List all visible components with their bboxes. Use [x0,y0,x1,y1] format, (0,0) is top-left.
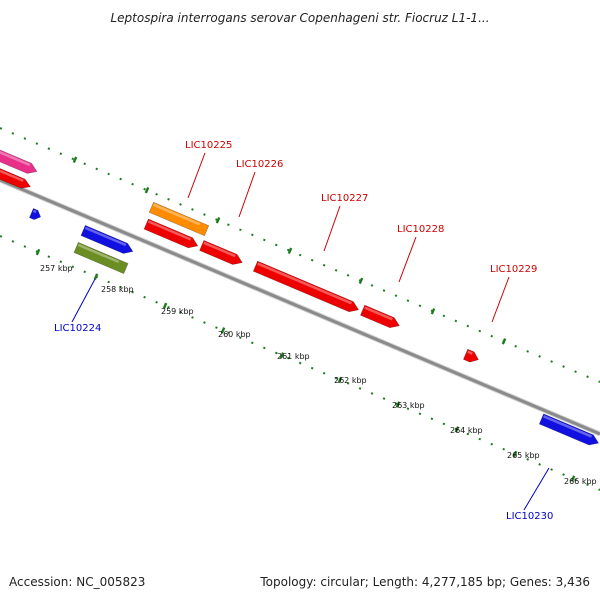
gene-feature[interactable] [80,225,135,256]
gene-feature[interactable] [252,260,360,315]
gene-feature[interactable] [199,239,245,267]
gene-label[interactable]: LIC10225 [185,140,232,151]
tick-label: 258 kbp [101,285,134,294]
label-leader-line [323,205,341,252]
gene-feature[interactable] [538,413,600,448]
major-tick-inner [337,376,343,384]
major-tick-inner [162,302,168,310]
gene-label[interactable]: LIC10230 [506,511,553,522]
gene-feature[interactable] [0,145,39,176]
gene-label[interactable]: LIC10224 [54,323,101,334]
gene-feature[interactable] [29,208,42,221]
tick-label: 261 kbp [277,352,310,361]
gene-feature[interactable] [463,348,480,365]
major-tick-inner [93,273,99,280]
gene-feature[interactable] [360,304,401,331]
backbone [0,178,600,436]
label-leader-line [187,152,206,199]
gene-feature[interactable] [148,201,210,237]
major-tick-inner [279,352,285,359]
tick-label: 265 kbp [507,451,540,460]
gene-feature[interactable] [73,242,129,274]
major-tick-inner [512,450,518,458]
gene-label[interactable]: LIC10227 [321,193,368,204]
gene-label[interactable]: LIC10226 [236,159,283,170]
accession-text: Accession: NC_005823 [9,575,145,589]
genome-summary: Topology: circular; Length: 4,277,185 bp… [259,575,590,589]
major-tick-outer [72,156,78,163]
gene-labels: LIC10225 LIC10226 LIC10227 LIC10228 LIC10229… [54,140,553,522]
tick-label: 266 kbp [564,477,597,486]
inner-tick-ring [0,235,600,491]
gene-feature[interactable] [0,166,32,192]
label-leaders [71,152,550,511]
label-leader-line [71,278,96,323]
major-tick-outer [430,308,436,315]
inner-major-ticks [35,248,576,482]
label-leader-line [398,236,417,283]
label-leader-line [491,276,510,323]
tick-labels: 257 kbp 258 kbp 259 kbp 260 kbp 261 kbp 262 k… [40,264,597,486]
tick-label: 264 kbp [450,426,483,435]
outer-major-ticks [72,156,507,345]
gene-features [0,145,600,448]
major-tick-outer [358,277,364,285]
outer-tick-ring [0,127,600,383]
label-leader-line [523,467,550,511]
major-tick-outer [215,217,221,224]
major-tick-inner [220,327,226,334]
tick-label: 262 kbp [334,376,367,385]
major-tick-inner [454,426,460,433]
major-tick-outer [144,186,150,194]
major-tick-outer [501,338,507,345]
major-tick-inner [35,248,41,256]
major-tick-inner [570,475,576,482]
gene-feature[interactable] [143,218,200,251]
tick-label: 259 kbp [161,307,194,316]
label-leader-line [238,171,256,218]
tick-label: 263 kbp [392,401,425,410]
tick-label: 257 kbp [40,264,73,273]
map-title: Leptospira interrogans serovar Copenhage… [110,11,489,25]
major-tick-outer [287,247,293,254]
gene-label[interactable]: LIC10229 [490,264,537,275]
tick-label: 260 kbp [218,330,251,339]
major-tick-inner [395,401,401,408]
gene-label[interactable]: LIC10228 [397,224,444,235]
